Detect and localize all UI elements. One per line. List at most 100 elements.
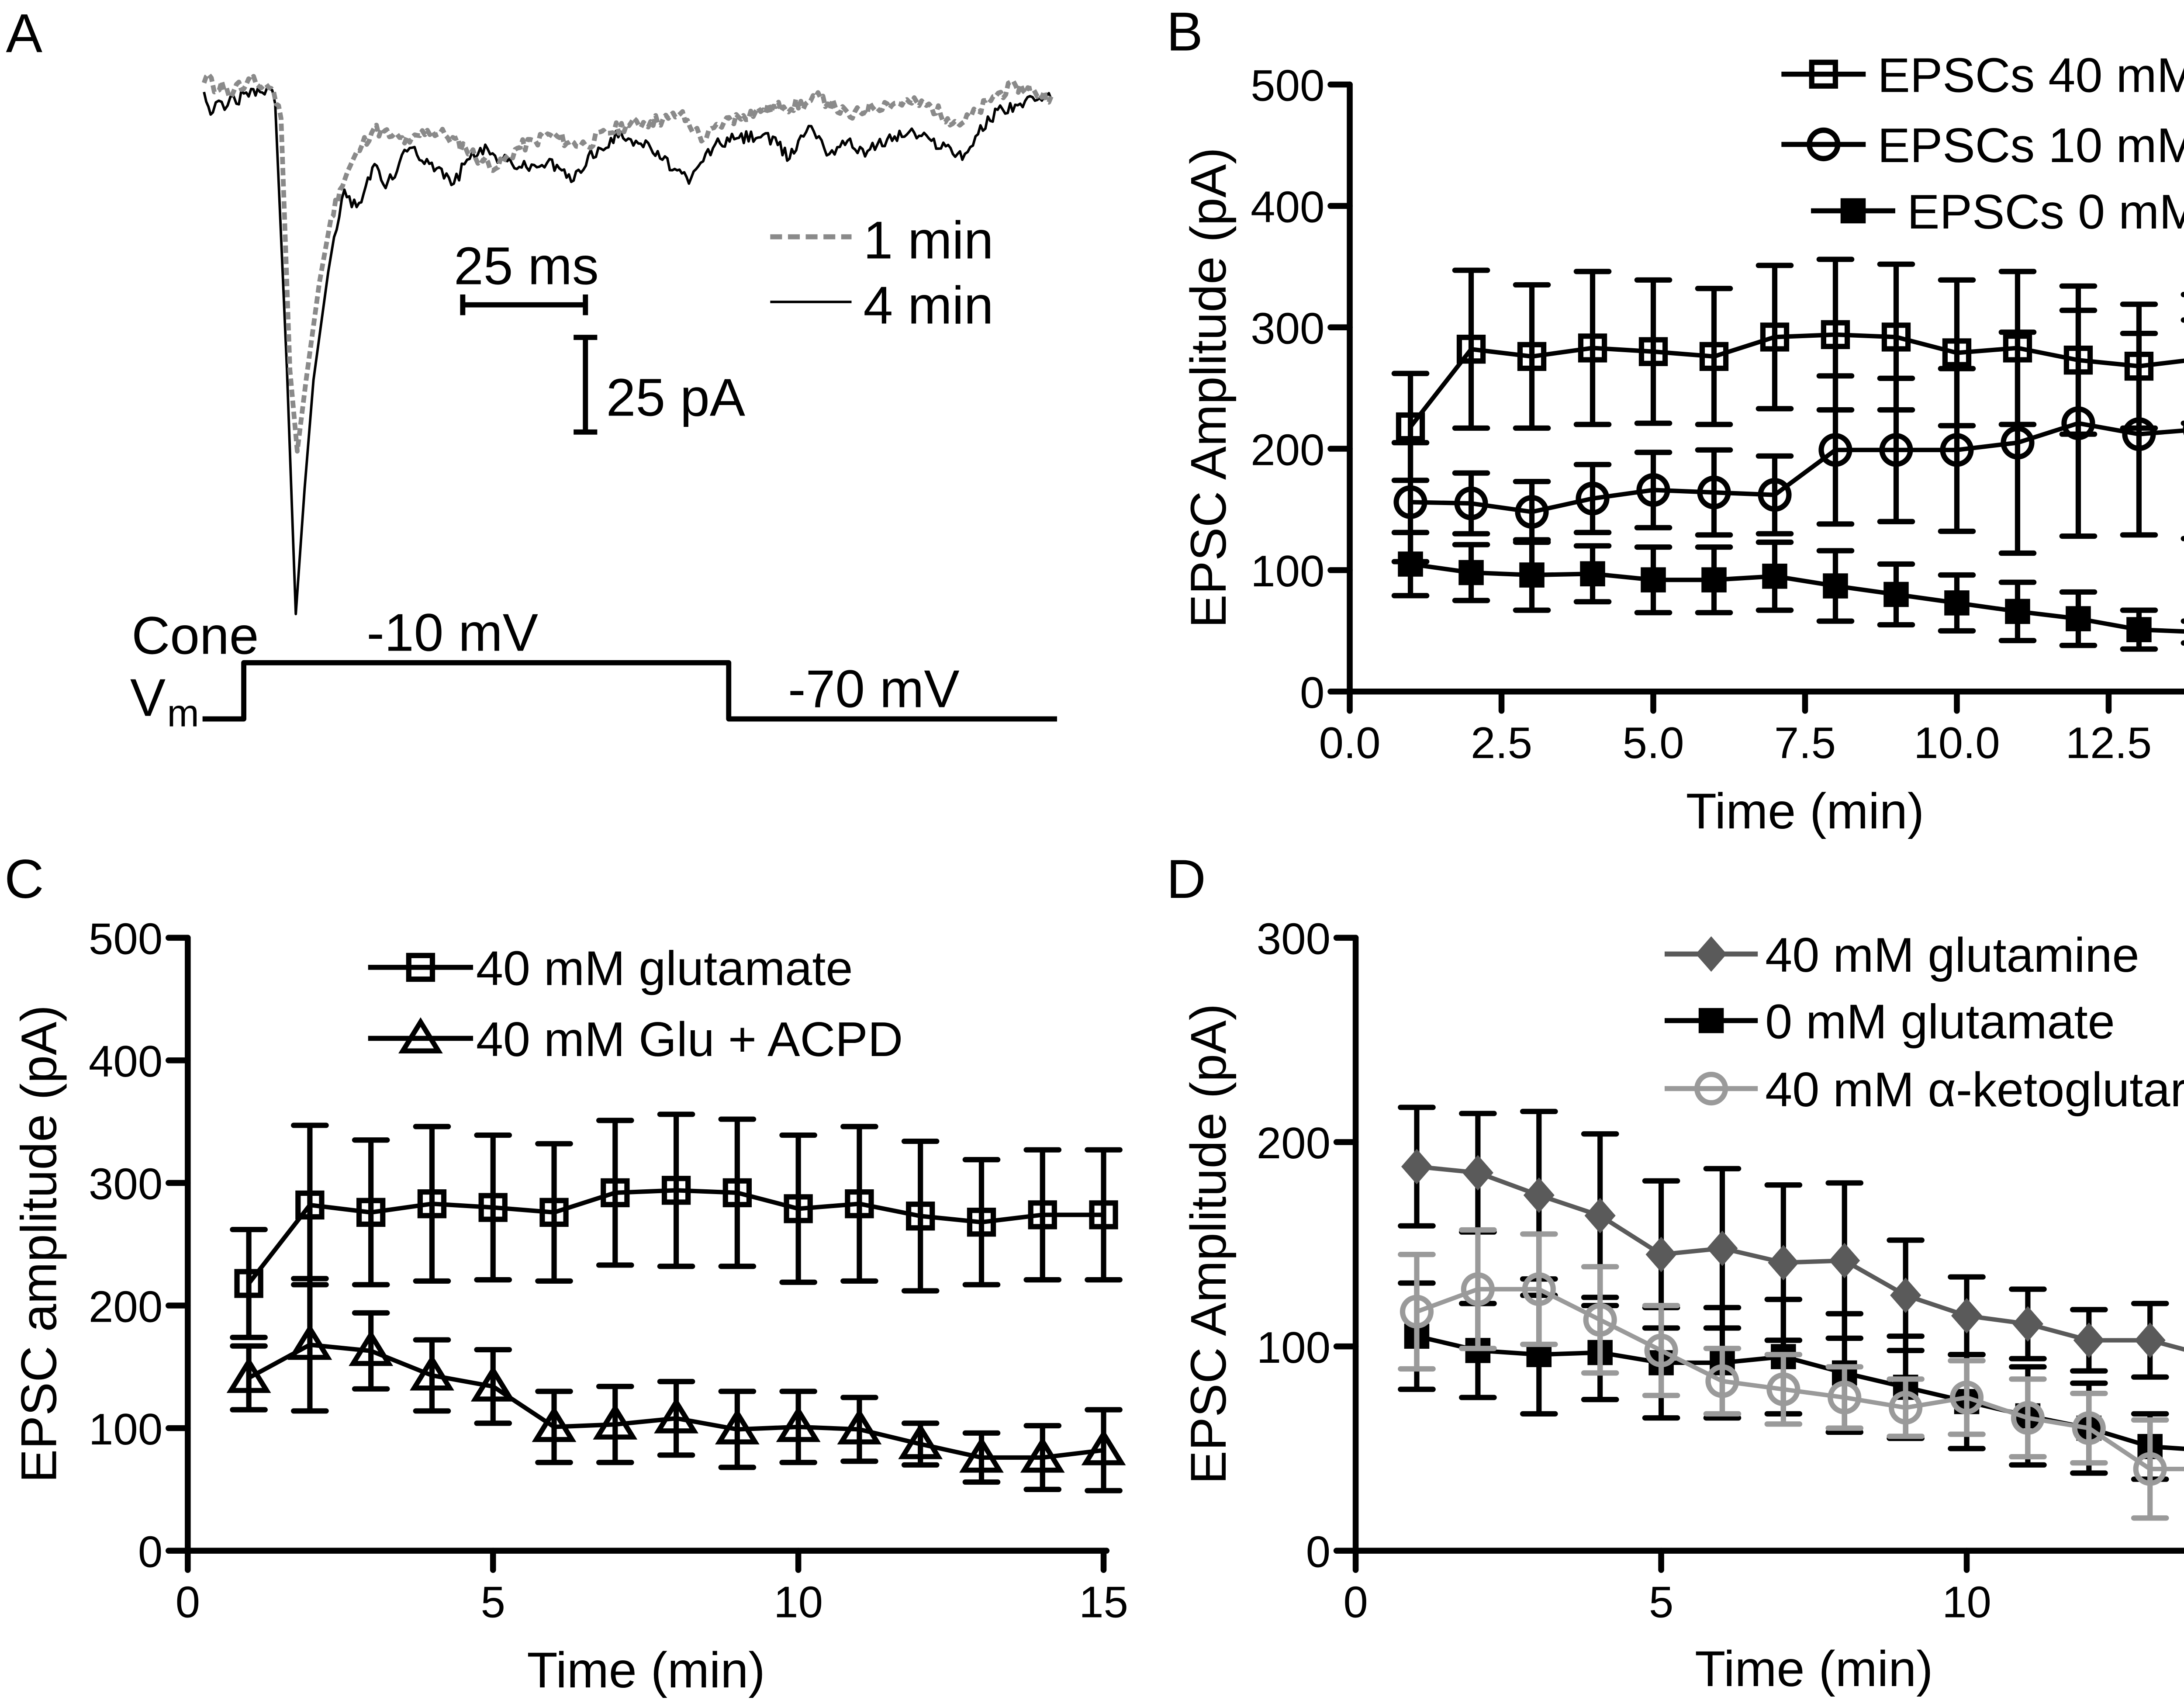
y-tick-label: 300 [89, 1159, 162, 1209]
data-point-open-circle [2072, 1411, 2106, 1445]
y-tick-label: 300 [1257, 914, 1330, 964]
data-point-open-triangle [1081, 1429, 1126, 1465]
data-point-open-square [1699, 342, 1729, 371]
x-axis-title: Time (min) [527, 1642, 765, 1698]
x-tick-label: 5.0 [1622, 718, 1684, 768]
panel-b-plot: 01002003004005000.02.55.07.510.012.515.0… [1251, 48, 2184, 768]
data-points [1400, 1272, 2167, 1486]
legend-label: EPSCs 10 mM glu [1877, 118, 2184, 173]
data-point-open-triangle [287, 1323, 332, 1360]
legend-item-40-mm-glutamate: 40 mM glutamate [368, 941, 853, 996]
data-point-open-circle [1400, 1295, 1434, 1329]
data-point-open-circle [1705, 1364, 1739, 1398]
data-point-filled-square [1580, 561, 1605, 587]
series-40-mm-glu-acpd [226, 1276, 1126, 1493]
y-tick-label: 200 [1251, 425, 1324, 474]
data-point-open-square [1396, 412, 1425, 442]
data-point-open-square [1028, 1200, 1057, 1230]
legend: 40 mM glutamate 40 mM Glu + ACPD [368, 941, 903, 1067]
data-point-open-square [1821, 320, 1850, 350]
legend-marker-open-circle [1807, 127, 1841, 162]
x-tick-label: 10.0 [1914, 718, 2000, 768]
data-point-open-circle [1766, 1372, 1800, 1406]
series-line [247, 1188, 1104, 1285]
data-point-open-square [601, 1178, 630, 1208]
legend-item-epscs-40-mm-glu: EPSCs 40 mM glu [1781, 48, 2184, 102]
series-line [248, 1342, 1104, 1460]
data-point-open-square [722, 1178, 752, 1208]
data-points [1401, 1149, 2166, 1358]
legend-marker-open-triangle [398, 1017, 443, 1053]
protocol-label-vm-subscript: m [167, 691, 199, 734]
data-point-open-triangle [837, 1408, 882, 1444]
data-point-open-triangle [959, 1436, 1004, 1473]
data-point-filled-square [1701, 567, 1727, 592]
scale-bar-current-label: 25 pA [606, 368, 746, 427]
legend-marker-open-square [1809, 59, 1838, 89]
data-point-open-square [967, 1208, 996, 1237]
y-tick-label: 0 [1306, 1527, 1330, 1576]
data-point-open-square [1942, 338, 1972, 367]
data-point-filled-diamond [1707, 1230, 1738, 1266]
data-point-filled-square [1641, 567, 1666, 592]
legend-item-epscs-0-mm-glu: EPSCs 0 mM glu [1811, 184, 2184, 239]
legend-label: 40 mM glutamate [476, 941, 853, 996]
x-tick-label: 15 [1079, 1577, 1128, 1627]
x-tick-label: 12.5 [2066, 718, 2152, 768]
legend-marker-open-square [406, 952, 435, 982]
y-tick-label: 200 [89, 1281, 162, 1331]
data-point-open-square [1089, 1200, 1118, 1230]
data-point-open-circle [2133, 1452, 2167, 1486]
data-point-open-square [234, 1269, 263, 1298]
x-tick-label: 0 [1343, 1577, 1368, 1627]
legend: EPSCs 40 mM glu EPSCs 10 mM glu EPSCs 0 mM… [1781, 48, 2184, 239]
y-tick-label: 100 [1257, 1323, 1330, 1372]
data-point-open-square [1881, 322, 1911, 352]
data-points [1398, 551, 2152, 642]
y-tick-label: 400 [1251, 182, 1324, 232]
data-points [1393, 406, 2184, 529]
data-point-open-square [661, 1176, 691, 1205]
series-epscs-40-mm-glu [1391, 256, 2184, 483]
data-point-filled-diamond [2134, 1322, 2166, 1358]
data-point-filled-diamond [1829, 1243, 1860, 1278]
data-point-open-circle [1879, 433, 1913, 467]
series-line [1410, 421, 2184, 514]
data-point-open-square [356, 1198, 386, 1227]
panel-a: A 1 min 4 min 25 ms 25 pA Cone -10 mV V … [6, 3, 1057, 734]
protocol-label-vm-symbol: V [130, 668, 166, 727]
protocol-label-cone: Cone [131, 606, 259, 665]
legend-label: EPSCs 0 mM glu [1907, 184, 2184, 239]
series-40-mm-glutamate [230, 1112, 1123, 1340]
x-tick-label: 5 [481, 1577, 505, 1627]
data-point-filled-square [1883, 582, 1909, 607]
series-line [1416, 1287, 2184, 1472]
data-point-open-triangle [1020, 1436, 1065, 1473]
panel-b: B 01002003004005000.02.55.07.510.012.515… [1166, 1, 2184, 839]
data-point-open-triangle [532, 1406, 577, 1442]
data-point-filled-diamond [2073, 1322, 2105, 1358]
y-tick-label: 500 [89, 914, 162, 964]
data-point-open-square [1517, 342, 1547, 371]
series-epscs-10-mm-glu [1391, 308, 2184, 565]
legend-item-0-mm-glutamate: 0 mM glutamate [1664, 994, 2115, 1049]
data-point-open-square [295, 1190, 325, 1220]
panel-label-b: B [1166, 1, 1203, 62]
panel-label-c: C [4, 849, 44, 910]
data-point-filled-square [1398, 551, 1423, 577]
data-point-open-square [417, 1189, 447, 1219]
data-point-open-circle [1697, 475, 1731, 509]
x-axis-title: Time (min) [1695, 1641, 1933, 1697]
y-tick-label: 0 [1300, 668, 1324, 717]
y-tick-label: 400 [89, 1036, 162, 1086]
data-point-filled-square [1458, 560, 1484, 585]
data-point-open-triangle [776, 1406, 821, 1442]
data-point-open-square [1578, 333, 1607, 363]
data-point-filled-diamond [1645, 1236, 1677, 1272]
x-tick-label: 0.0 [1319, 718, 1381, 768]
